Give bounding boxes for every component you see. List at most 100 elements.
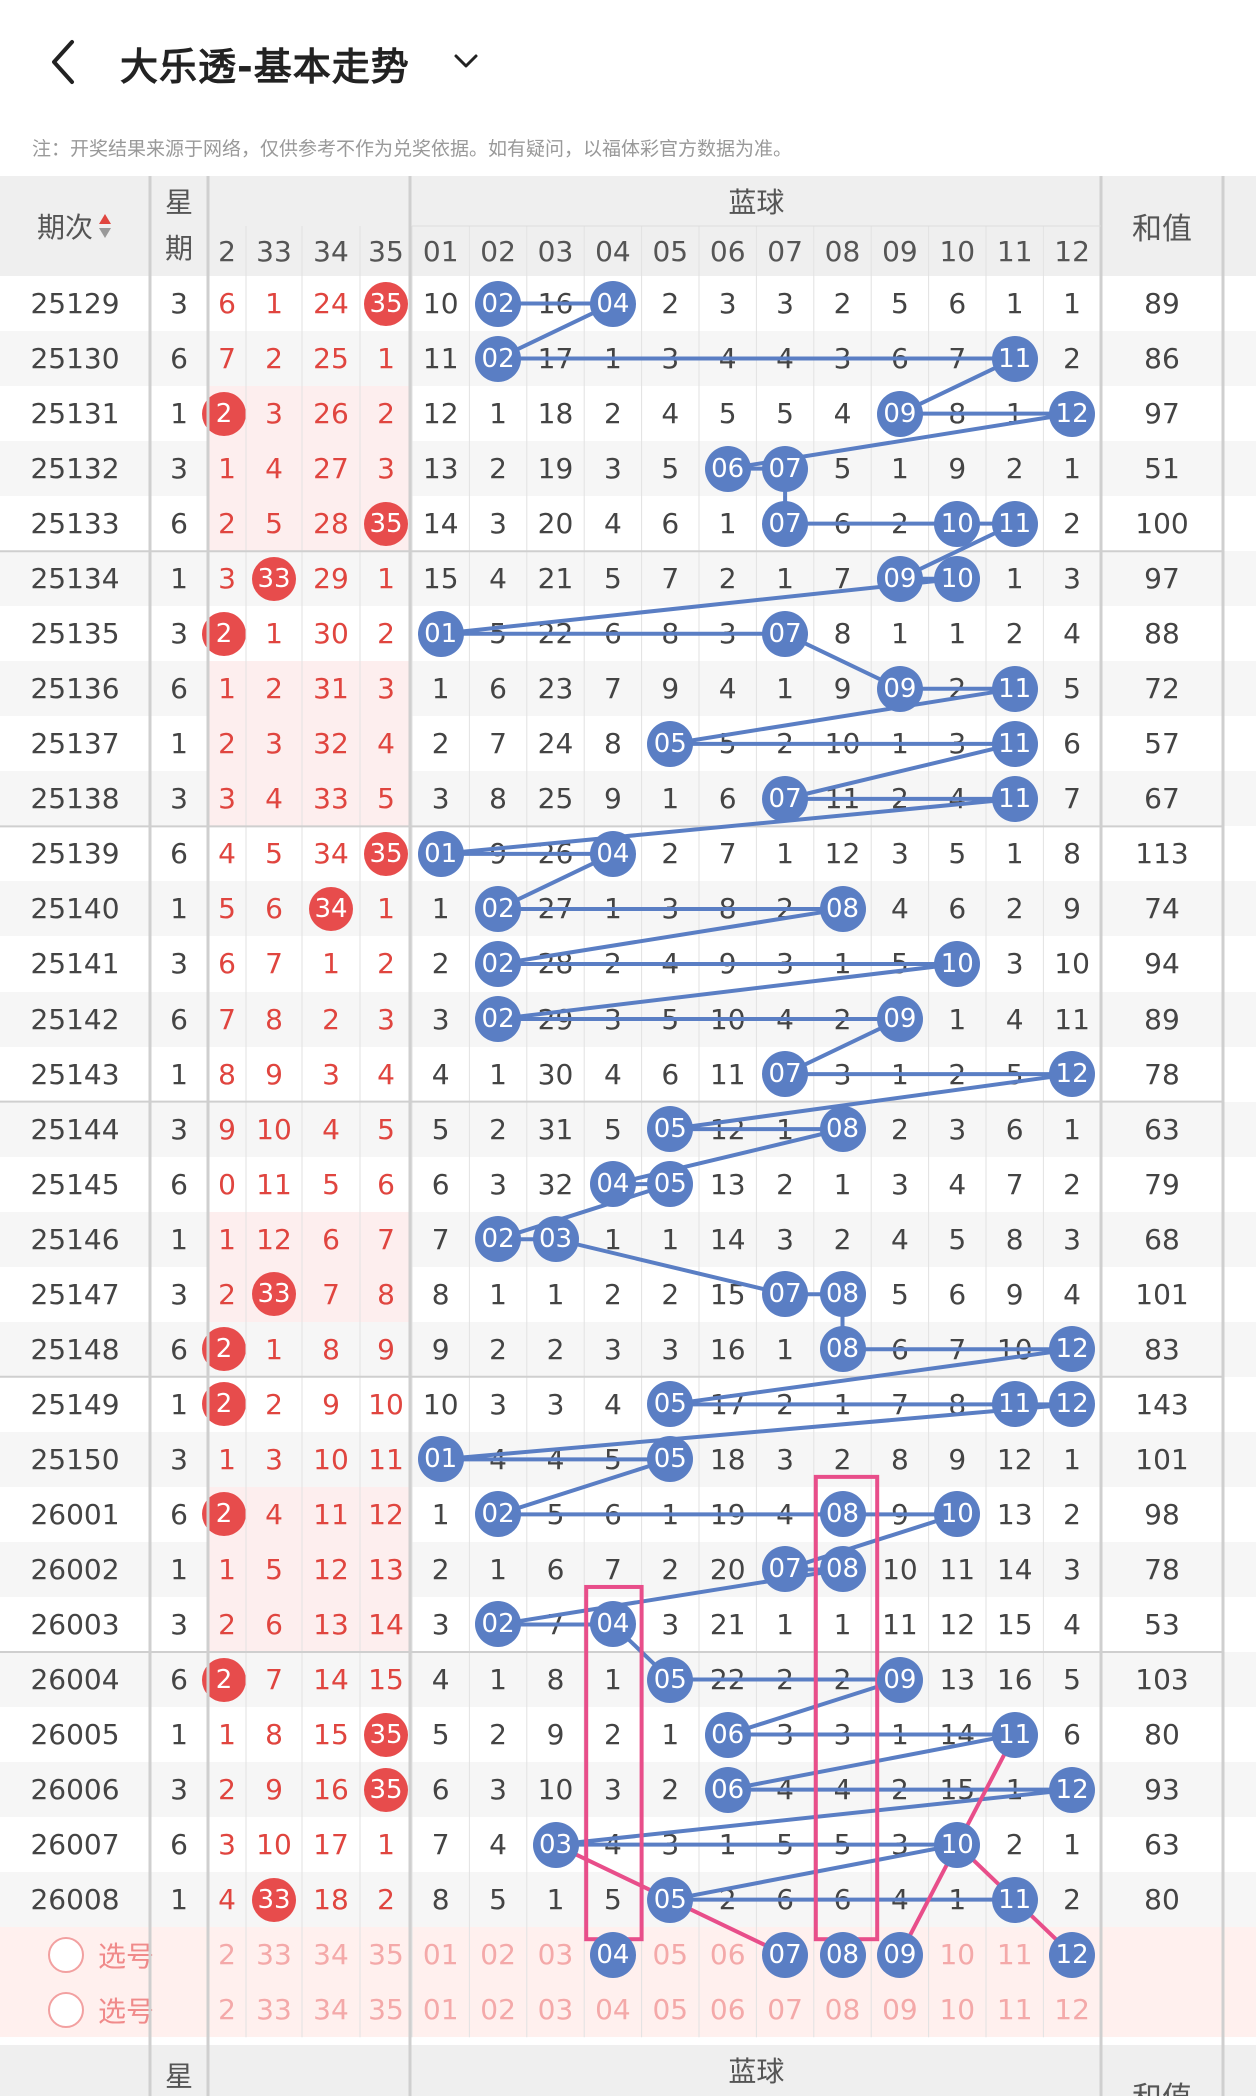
select-blue-option[interactable]: 03 [537,1938,574,1972]
select-blue-option[interactable]: 09 [882,1993,918,2027]
select-blue-option[interactable]: 11 [996,1938,1033,1972]
red-value: 3 [265,1442,283,1476]
select-blue-option[interactable]: 10 [939,1938,976,1972]
selected-blue-ball[interactable]: 07 [762,1931,809,1978]
select-blue-option[interactable]: 01 [422,1938,459,1972]
red-value: 7 [265,1663,283,1697]
period-cell: 25141 [30,947,120,981]
select-red-option[interactable]: 2 [218,1993,236,2027]
sum-cell: 79 [1144,1167,1180,1201]
blue-value: 4 [718,672,737,706]
blue-value: 1 [431,672,450,706]
blue-ball: 11 [991,775,1038,822]
back-arrow-icon[interactable] [44,36,84,88]
blue-ball: 09 [876,390,923,437]
blue-value: 2 [661,1773,680,1807]
select-blue-option[interactable]: 05 [652,1938,689,1972]
col-header-period[interactable]: 期次 [0,176,150,276]
red-col-header: 34 [313,234,349,268]
select-number-button[interactable]: 选号 [48,1927,154,1982]
select-blue-option[interactable]: 10 [939,1993,976,2027]
week-cell: 6 [170,672,188,706]
week-cell: 6 [170,342,188,376]
selected-blue-ball[interactable]: 04 [589,1931,636,1978]
select-blue-option[interactable]: 06 [709,1993,746,2027]
red-ball: 33 [252,1877,296,1922]
red-value: 27 [313,452,349,486]
select-blue-option[interactable]: 08 [824,1993,861,2027]
header: 大乐透-基本走势 [0,0,1256,128]
select-blue-option[interactable]: 05 [652,1993,689,2027]
sort-icon[interactable] [97,212,113,240]
select-blue-option[interactable]: 03 [537,1993,574,2027]
select-blue-option[interactable]: 02 [480,1993,516,2027]
trend-table[interactable]: 期次星期蓝球 2 33 34 35 01 02 03 04 05 06 07 08 09 10 11 12 和值 2… [0,176,1256,2096]
blue-value: 6 [1063,1718,1081,1752]
select-blue-option[interactable]: 04 [595,1993,631,2027]
red-ball: 34 [309,886,353,931]
page-title[interactable]: 大乐透-基本走势 [120,45,410,89]
blue-ball: 03 [532,1821,579,1868]
red-value: 2 [218,1773,236,1807]
blue-value: 2 [489,1718,507,1752]
selected-blue-ball[interactable]: 12 [1049,1931,1096,1978]
blue-ball: 09 [876,555,923,602]
blue-value: 7 [489,727,507,761]
blue-ball: 01 [417,610,464,657]
period-cell: 26002 [30,1552,120,1586]
blue-col-header: 06 [709,234,746,268]
blue-value: 1 [661,782,680,816]
red-zone-shade [208,1211,410,1267]
select-red-option[interactable]: 34 [313,1938,349,1972]
select-radio-icon[interactable] [48,1991,84,2028]
footer-period: - [69,2078,81,2096]
select-blue-option[interactable]: 02 [480,1938,516,1972]
blue-value: 1 [833,1167,852,1201]
select-radio-icon[interactable] [48,1936,84,1973]
select-red-option[interactable]: 34 [313,1993,349,2027]
red-value: 3 [265,727,283,761]
blue-col-header: 08 [824,234,861,268]
week-cell: 6 [170,1167,188,1201]
select-red-option[interactable]: 2 [218,1938,236,1972]
blue-value: 3 [603,1332,622,1366]
blue-value: 9 [661,672,680,706]
select-blue-option[interactable]: 12 [1054,1993,1090,2027]
blue-ball: 01 [417,830,464,877]
chevron-down-icon[interactable] [448,44,484,80]
red-value: 25 [313,342,349,376]
blue-value: 4 [489,562,507,596]
select-blue-option[interactable]: 07 [767,1993,803,2027]
blue-value: 14 [709,1222,746,1256]
select-blue-option[interactable]: 11 [996,1993,1033,2027]
blue-ball: 10 [934,555,981,602]
week-cell: 3 [170,1607,188,1641]
red-value: 5 [218,892,236,926]
period-cell: 25140 [30,892,120,926]
week-cell: 6 [170,1828,188,1862]
blue-value: 9 [1005,1277,1024,1311]
blue-value: 10 [422,287,459,321]
blue-value: 4 [603,507,622,541]
select-blue-option[interactable]: 06 [709,1938,746,1972]
select-number-button[interactable]: 选号 [48,1982,154,2037]
select-red-option[interactable]: 33 [256,1993,292,2027]
blue-value: 2 [1063,1497,1081,1531]
selected-blue-ball[interactable]: 09 [876,1931,923,1978]
blue-ball: 07 [762,610,809,657]
blue-value: 20 [537,507,574,541]
selected-blue-ball[interactable]: 08 [819,1931,866,1978]
red-value: 14 [313,1663,349,1697]
period-cell: 26006 [30,1773,120,1807]
blue-value: 4 [890,892,909,926]
blue-value: 5 [661,452,680,486]
select-red-option[interactable]: 35 [368,1938,404,1972]
blue-ball: 06 [704,445,751,492]
select-red-option[interactable]: 33 [256,1938,292,1972]
select-red-option[interactable]: 35 [368,1993,404,2027]
sum-cell: 88 [1144,617,1180,651]
blue-value: 32 [537,1167,574,1201]
blue-value: 4 [948,1167,967,1201]
select-blue-option[interactable]: 01 [422,1993,459,2027]
blue-value: 13 [939,1663,976,1697]
